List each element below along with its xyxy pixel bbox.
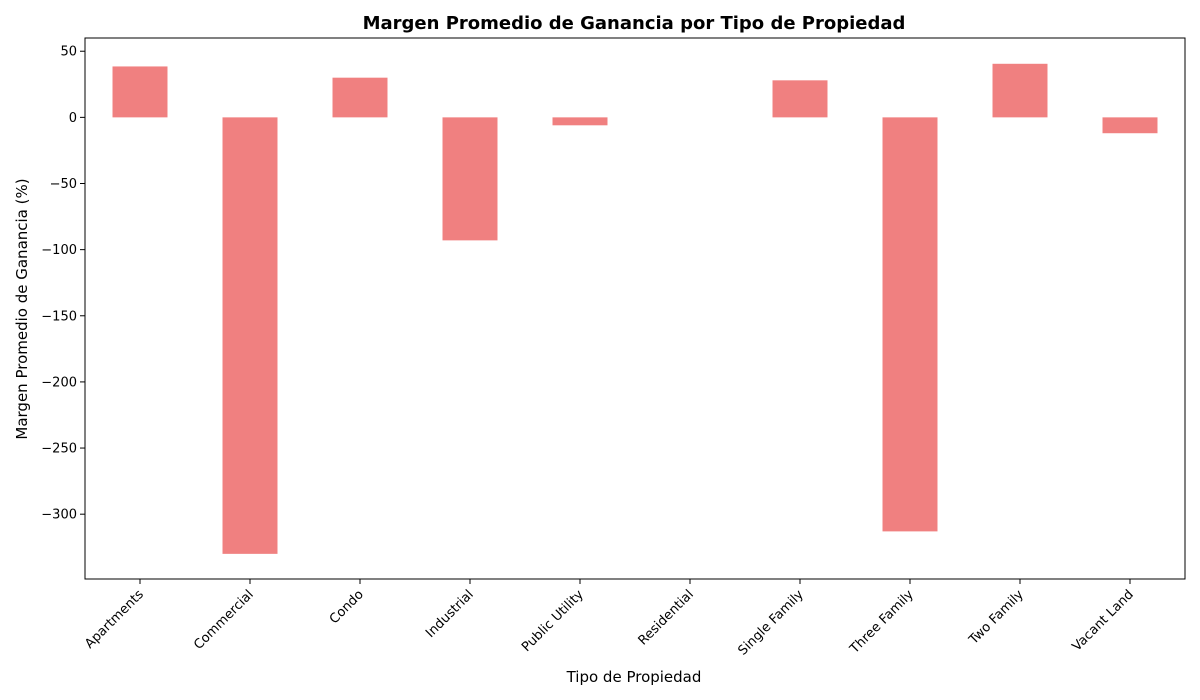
x-tick-label: Industrial (423, 587, 477, 641)
bar-single-family (772, 80, 828, 118)
bar-industrial (442, 117, 498, 241)
bars-group (112, 63, 1158, 554)
bar-three-family (882, 117, 938, 532)
bar-condo (332, 77, 388, 118)
y-tick-label: −150 (41, 309, 77, 324)
x-tick-label: Two Family (966, 587, 1027, 648)
bar-two-family (992, 63, 1048, 118)
bar-commercial (222, 117, 278, 554)
y-tick-label: −200 (41, 375, 77, 390)
y-tick-label: 50 (60, 45, 77, 60)
x-tick-label: Commercial (191, 587, 257, 653)
x-tick-label: Residential (636, 587, 697, 648)
y-tick-label: −50 (50, 177, 77, 192)
x-tick-label: Apartments (82, 587, 147, 652)
axes-spines (84, 37, 1186, 580)
bar-public-utility (552, 117, 608, 126)
y-axis-label: Margen Promedio de Ganancia (%) (13, 178, 31, 439)
y-tick-label: −100 (41, 243, 77, 258)
x-tick-label: Vacant Land (1070, 587, 1137, 654)
y-axis: 50 0 −50 −100 −150 −200 −250 −300 (41, 45, 85, 523)
x-axis-label: Tipo de Propiedad (566, 668, 702, 686)
x-tick-label: Public Utility (519, 587, 587, 655)
x-tick-label: Condo (327, 587, 367, 627)
y-tick-label: 0 (69, 111, 77, 126)
x-axis: Apartments Commercial Condo Industrial Publi… (82, 579, 1137, 659)
x-tick-label: Three Family (847, 587, 917, 657)
y-tick-label: −250 (41, 442, 77, 457)
x-tick-label: Single Family (735, 587, 807, 659)
plot-frame (84, 37, 1186, 580)
y-tick-label: −300 (41, 508, 77, 523)
bar-apartments (112, 66, 168, 118)
chart-title: Margen Promedio de Ganancia por Tipo de … (363, 13, 906, 34)
bar-vacant-land (1102, 117, 1158, 134)
